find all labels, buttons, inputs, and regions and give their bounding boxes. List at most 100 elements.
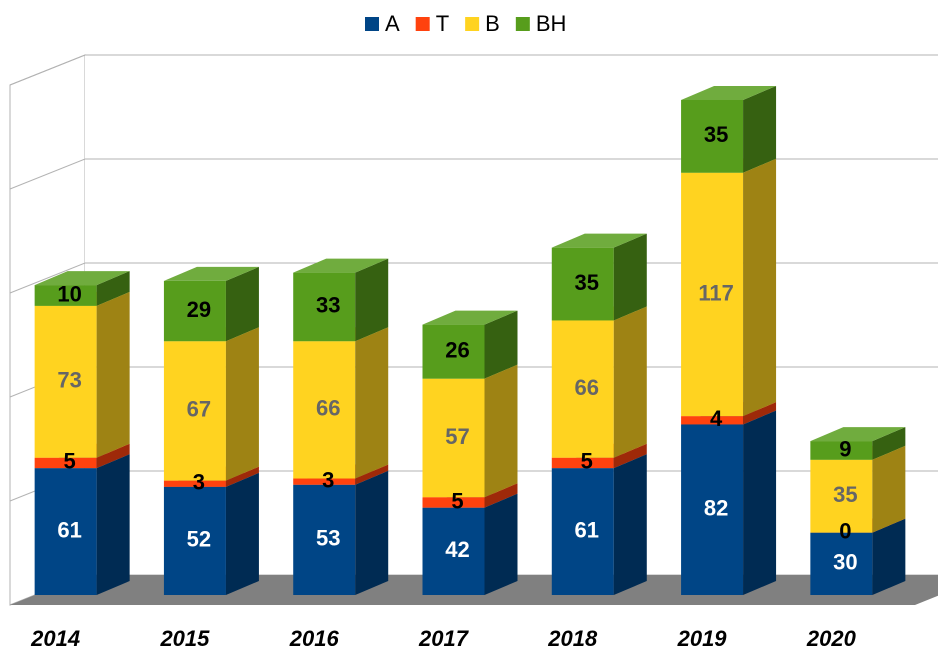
bar-top xyxy=(34,271,130,286)
bar-side xyxy=(872,445,906,533)
bar-side xyxy=(743,158,777,417)
bar-front xyxy=(34,468,97,595)
legend-label: B xyxy=(485,11,500,36)
bar-front xyxy=(34,305,97,458)
data-label: 67 xyxy=(187,397,211,422)
bar-segment xyxy=(551,306,647,458)
x-tick-label: 2020 xyxy=(806,626,857,651)
data-label: 61 xyxy=(57,517,81,542)
data-label: 4 xyxy=(710,406,723,431)
bar-front xyxy=(163,341,226,481)
bar-segment xyxy=(810,445,906,533)
bar-front xyxy=(422,507,485,595)
bar-top xyxy=(163,266,259,281)
data-label: 73 xyxy=(57,368,81,393)
data-label: 35 xyxy=(833,482,857,507)
data-label: 3 xyxy=(193,470,205,495)
bar-segment xyxy=(422,364,518,498)
data-label: 29 xyxy=(187,297,211,322)
legend-swatch xyxy=(515,17,530,31)
bar-front xyxy=(34,285,97,306)
data-label: 35 xyxy=(704,122,728,147)
bar-side xyxy=(743,85,777,173)
bar-side xyxy=(225,327,259,481)
bar-front xyxy=(293,272,356,342)
data-label: 33 xyxy=(316,293,340,318)
bar-top xyxy=(293,258,389,273)
bar-segment xyxy=(422,493,518,595)
bar-front xyxy=(163,486,226,595)
bar-segment xyxy=(163,266,259,342)
bar-side xyxy=(225,466,259,487)
bar-front xyxy=(293,478,356,485)
bar-side xyxy=(96,271,130,306)
bar-front xyxy=(422,378,485,498)
legend-swatch xyxy=(415,17,430,31)
legend-swatch xyxy=(365,17,379,31)
bar-segment xyxy=(422,310,518,379)
legend-label: A xyxy=(385,11,400,36)
bar-side xyxy=(613,233,647,321)
data-label: 0 xyxy=(839,518,851,543)
data-label: 5 xyxy=(64,449,76,474)
bar-segment xyxy=(34,271,130,306)
bar-front xyxy=(681,416,744,425)
bar-segment xyxy=(681,410,777,595)
bar-front xyxy=(422,324,485,379)
bar-side xyxy=(872,518,906,595)
bar-front xyxy=(293,341,356,479)
data-label: 66 xyxy=(316,396,340,421)
data-label: 61 xyxy=(575,517,599,542)
bar-side xyxy=(613,306,647,458)
data-label: 9 xyxy=(839,436,851,461)
bar-segment xyxy=(34,291,130,458)
x-tick-label: 2015 xyxy=(159,626,210,651)
legend-label: T xyxy=(436,11,449,36)
data-label: 3 xyxy=(322,467,334,492)
bar-segment xyxy=(551,233,647,321)
bar-front xyxy=(681,172,744,417)
bar-side xyxy=(355,327,389,479)
legend-swatch xyxy=(465,17,480,31)
bar-segment xyxy=(293,258,389,342)
bar-side xyxy=(355,470,389,595)
bar-side xyxy=(484,364,518,498)
bar-segment xyxy=(163,327,259,481)
bar-top xyxy=(681,85,777,100)
bar-side xyxy=(225,266,259,342)
x-tick-label: 2016 xyxy=(289,626,340,651)
bar-top xyxy=(551,233,647,248)
bar-segment xyxy=(551,454,647,595)
bar-segment xyxy=(681,85,777,173)
data-label: 35 xyxy=(575,270,599,295)
bar-side xyxy=(96,454,130,595)
bar-segment xyxy=(163,472,259,595)
x-tick-label: 2018 xyxy=(547,626,598,651)
bar-front xyxy=(551,247,614,321)
bar-front xyxy=(163,280,226,342)
bar-side xyxy=(355,258,389,342)
bar-front xyxy=(681,99,744,173)
bar-side xyxy=(484,493,518,595)
data-label: 30 xyxy=(833,550,857,575)
data-label: 10 xyxy=(57,281,81,306)
bar-front xyxy=(163,480,226,487)
bar-side xyxy=(872,427,906,460)
bar-side xyxy=(743,402,777,425)
bar-segment xyxy=(34,454,130,595)
data-label: 5 xyxy=(581,449,593,474)
bar-front xyxy=(810,441,873,460)
bar-side xyxy=(613,454,647,595)
data-label: 82 xyxy=(704,496,728,521)
bar-side xyxy=(484,483,518,508)
bar-segment xyxy=(810,427,906,460)
bar-front xyxy=(681,424,744,595)
bar-front xyxy=(810,459,873,533)
x-tick-label: 2019 xyxy=(677,626,728,651)
bar-front xyxy=(293,484,356,595)
data-label: 53 xyxy=(316,526,340,551)
x-tick-label: 2017 xyxy=(418,626,470,651)
bar-segment xyxy=(293,327,389,479)
